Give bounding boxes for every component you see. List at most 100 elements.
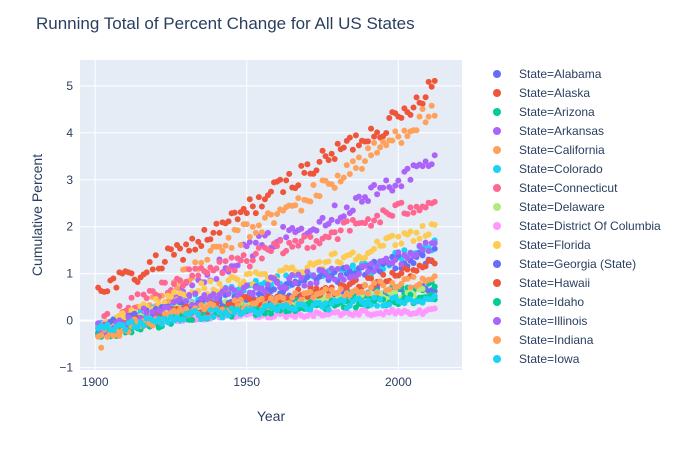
legend-item[interactable]: State=Alaska — [493, 86, 590, 100]
data-point — [377, 144, 384, 151]
data-point — [301, 169, 308, 176]
data-point — [355, 271, 362, 278]
data-point — [152, 295, 159, 302]
y-tick-label: 5 — [66, 79, 73, 93]
data-point — [410, 237, 417, 244]
data-point — [374, 289, 381, 296]
legend-marker — [493, 260, 501, 268]
legend-marker — [493, 165, 501, 173]
data-point — [349, 158, 356, 165]
data-point — [374, 302, 381, 309]
legend-item[interactable]: State=District Of Columbia — [493, 219, 661, 233]
data-point — [392, 182, 399, 189]
data-point — [192, 246, 199, 253]
legend-item[interactable]: State=Iowa — [493, 352, 580, 366]
legend-item[interactable]: State=Illinois — [493, 314, 587, 328]
data-point — [198, 302, 205, 309]
data-point — [183, 278, 190, 285]
data-point — [283, 247, 290, 254]
data-point — [361, 301, 368, 308]
data-point — [195, 238, 202, 245]
legend-marker — [493, 336, 501, 344]
data-point — [392, 128, 399, 135]
data-point — [134, 279, 141, 286]
data-point — [268, 211, 274, 218]
data-point — [416, 242, 423, 249]
legend-item[interactable]: State=Arizona — [493, 105, 595, 119]
data-point — [234, 276, 241, 283]
legend-item[interactable]: State=Delaware — [493, 200, 605, 214]
data-point — [346, 170, 353, 177]
data-point — [401, 247, 408, 254]
data-point — [216, 309, 223, 316]
legend-item[interactable]: State=Florida — [493, 238, 591, 252]
data-point — [422, 239, 429, 246]
data-point — [158, 320, 165, 327]
legend-item[interactable]: State=Arkansas — [493, 124, 604, 138]
data-point — [304, 161, 311, 168]
legend-item[interactable]: State=Alabama — [493, 67, 602, 81]
legend[interactable]: State=Alabama State=Alaska State=Arizona St… — [493, 67, 661, 366]
data-point — [143, 295, 150, 302]
data-point — [134, 324, 141, 331]
data-point — [407, 291, 414, 298]
data-point — [164, 319, 171, 326]
data-point — [428, 102, 435, 109]
legend-item[interactable]: State=Georgia (State) — [493, 257, 636, 271]
data-point — [255, 222, 262, 229]
data-point — [180, 256, 187, 263]
data-point — [252, 239, 259, 246]
data-point — [192, 259, 199, 266]
data-point — [307, 198, 314, 205]
data-point — [422, 94, 429, 101]
legend-label: State=California — [519, 143, 605, 157]
data-point — [277, 237, 284, 244]
legend-item[interactable]: State=Idaho — [493, 295, 584, 309]
data-point — [246, 263, 253, 270]
data-point — [374, 191, 381, 198]
data-point — [298, 296, 305, 303]
data-point — [295, 242, 302, 249]
data-point — [237, 296, 244, 303]
data-point — [422, 119, 429, 126]
data-point — [319, 147, 326, 154]
data-point — [231, 287, 238, 294]
data-point — [407, 176, 414, 183]
data-point — [416, 113, 423, 120]
data-point — [404, 165, 411, 172]
legend-item[interactable]: State=Hawaii — [493, 276, 590, 290]
data-point — [346, 227, 353, 234]
data-point — [337, 227, 344, 234]
data-point — [398, 270, 405, 277]
data-point — [186, 247, 193, 254]
data-point — [249, 203, 256, 210]
legend-item[interactable]: State=Connecticut — [493, 181, 618, 195]
data-point — [98, 344, 105, 351]
data-point — [340, 297, 347, 304]
data-point — [358, 165, 365, 172]
legend-label: State=Arizona — [519, 105, 595, 119]
data-point — [201, 285, 208, 292]
data-point — [195, 272, 202, 279]
data-point — [274, 279, 281, 286]
data-point — [261, 271, 268, 278]
data-point — [231, 209, 238, 216]
data-point — [177, 277, 184, 284]
data-point — [431, 273, 438, 280]
data-point — [331, 250, 338, 257]
data-point — [249, 257, 256, 264]
data-point — [119, 322, 126, 329]
data-point — [398, 199, 405, 206]
legend-item[interactable]: State=Colorado — [493, 162, 603, 176]
data-point — [216, 229, 223, 236]
data-point — [122, 326, 129, 333]
legend-label: State=Alaska — [519, 86, 590, 100]
data-point — [289, 264, 296, 271]
legend-item[interactable]: State=Indiana — [493, 333, 594, 347]
data-point — [152, 252, 159, 259]
data-point — [371, 217, 378, 224]
data-point — [170, 251, 177, 258]
data-point — [116, 303, 123, 310]
legend-item[interactable]: State=California — [493, 143, 605, 157]
data-point — [192, 290, 199, 297]
